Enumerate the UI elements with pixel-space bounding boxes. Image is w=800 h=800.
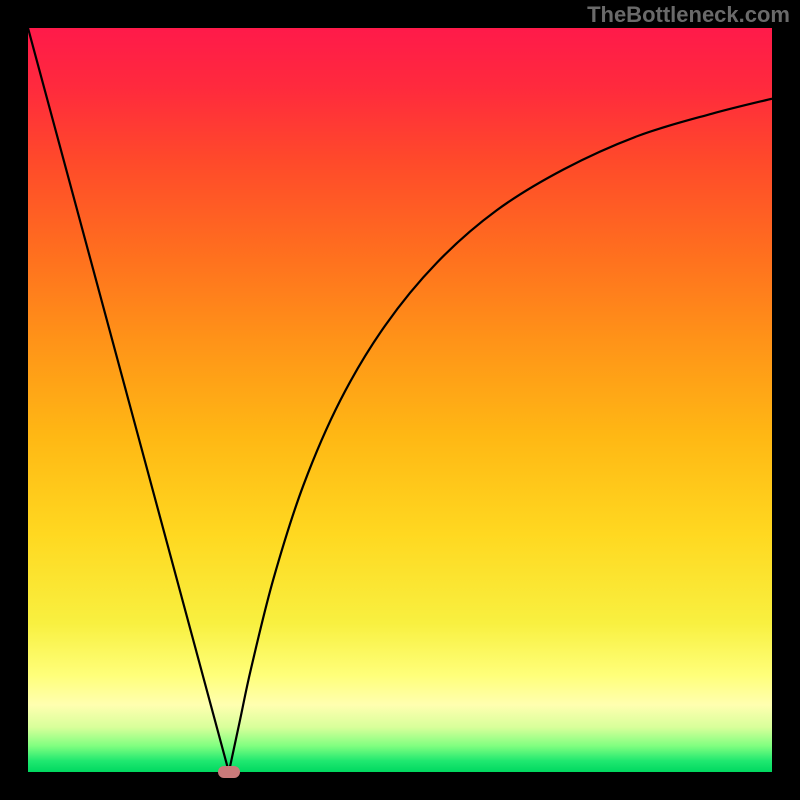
watermark-text: TheBottleneck.com — [587, 2, 790, 28]
optimum-marker — [218, 766, 240, 778]
curve-left-branch — [28, 28, 229, 772]
curve-right-branch — [229, 99, 772, 772]
chart-container: TheBottleneck.com — [0, 0, 800, 800]
plot-area — [28, 28, 772, 772]
bottleneck-curve — [28, 28, 772, 772]
